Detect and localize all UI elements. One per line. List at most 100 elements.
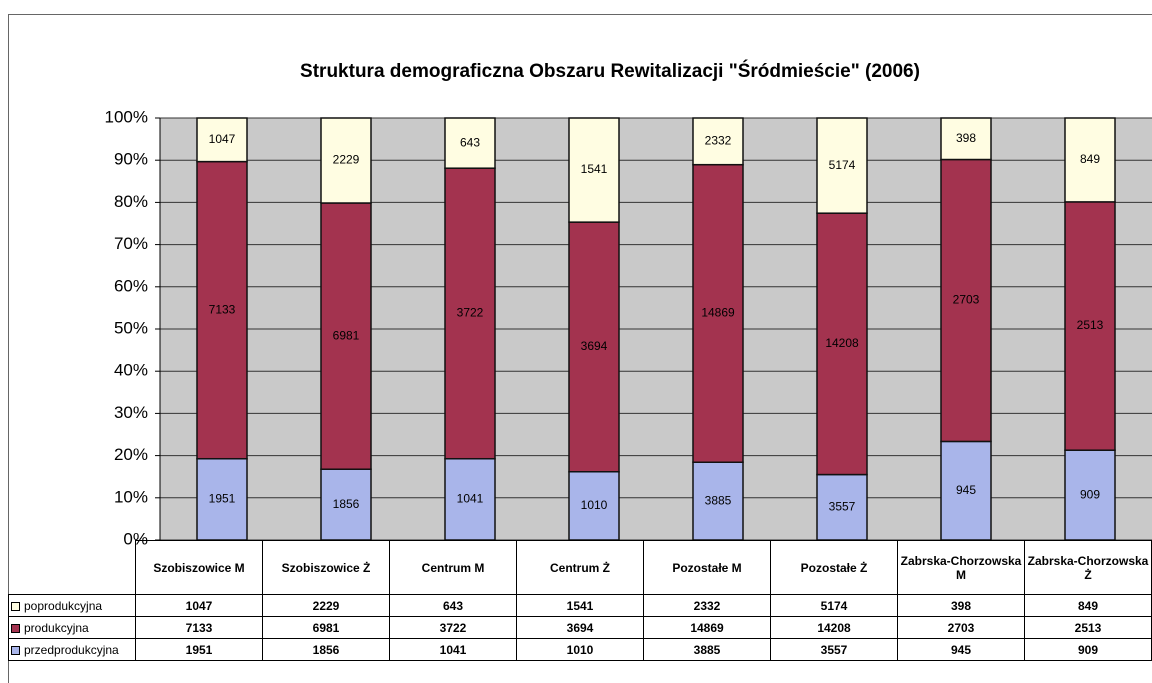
data-label: 398 [956,131,976,145]
data-label: 3722 [457,306,484,320]
data-label: 1010 [581,498,608,512]
category-label: Centrum Ż [516,540,644,595]
legend-swatch [11,623,20,633]
data-label: 14869 [701,306,735,320]
table-value: 2513 [1024,616,1152,639]
table-value: 1041 [389,638,517,661]
table-value: 2703 [897,616,1025,639]
table-row: poprodukcyjna 1047 2229 643 1541 2332 5174 398 8… [8,594,1152,617]
data-label: 945 [956,483,976,497]
bar-segment [196,160,248,460]
chart-title: Struktura demograficzna Obszaru Rewitali… [300,60,920,82]
y-tick-label: 10% [114,487,148,506]
table-corner [8,540,136,595]
table-value: 1010 [516,638,644,661]
table-header-row: Szobiszowice M Szobiszowice Ż Centrum M Cen… [8,540,1152,595]
data-label: 2513 [1077,318,1104,332]
legend-swatch [11,645,20,655]
bar-segment [692,163,744,463]
table-value: 909 [1024,638,1152,661]
category-label: Centrum M [389,540,517,595]
table-value: 3694 [516,616,644,639]
bar-segment [940,117,992,161]
bar-segment [320,468,372,541]
bar-segment [692,117,744,166]
table-value: 849 [1024,594,1152,617]
data-label: 14208 [825,336,859,350]
data-table: Szobiszowice M Szobiszowice Ż Centrum M Cen… [8,540,1152,661]
bar-segment [1064,449,1116,541]
table-value: 3885 [643,638,771,661]
legend-label: poprodukcyjna [24,598,103,613]
table-value: 3557 [770,638,898,661]
bar-segment [444,457,496,541]
data-label: 1541 [581,162,608,176]
y-tick-label: 80% [114,192,148,211]
data-label: 3557 [829,499,856,513]
legend-label: produkcyjna [24,620,89,635]
bar-segment [444,167,496,460]
data-label: 6981 [333,328,360,342]
data-label: 1951 [209,492,236,506]
bar-segment [196,117,248,163]
bar-segment [816,117,868,214]
table-value: 398 [897,594,1025,617]
legend-cell: produkcyjna [8,616,136,639]
y-tick-label: 50% [114,318,148,337]
legend-cell: poprodukcyjna [8,594,136,617]
table-value: 643 [389,594,517,617]
table-row: przedprodukcyjna 1951 1856 1041 1010 3885 3557… [8,638,1152,661]
table-value: 1951 [135,638,263,661]
data-label: 2332 [705,134,732,148]
table-value: 1047 [135,594,263,617]
table-value: 7133 [135,616,263,639]
legend-swatch [11,601,20,611]
bar-segment [816,212,868,476]
data-label: 3694 [581,339,608,353]
data-label: 3885 [705,493,732,507]
table-row: produkcyjna 7133 6981 3722 3694 14869 14208 270… [8,616,1152,639]
data-label: 643 [460,135,480,149]
table-value: 5174 [770,594,898,617]
category-label: Pozostałe Ż [770,540,898,595]
table-value: 6981 [262,616,390,639]
data-label: 1856 [333,497,360,511]
y-tick-label: 30% [114,403,148,422]
bar-segment [568,117,620,223]
table-value: 14208 [770,616,898,639]
table-value: 2332 [643,594,771,617]
table-value: 945 [897,638,1025,661]
bar-segment [444,117,496,169]
bar-segment [320,117,372,204]
data-label: 849 [1080,152,1100,166]
bar-segment [1064,117,1116,203]
data-label: 909 [1080,487,1100,501]
table-value: 1541 [516,594,644,617]
table-value: 2229 [262,594,390,617]
table-value: 3722 [389,616,517,639]
table-value: 14869 [643,616,771,639]
data-label: 2703 [953,293,980,307]
y-tick-label: 60% [114,276,148,295]
table-value: 1856 [262,638,390,661]
chart-frame [8,14,1152,683]
legend-cell: przedprodukcyjna [8,638,136,661]
y-tick-label: 70% [114,234,148,253]
y-tick-label: 100% [105,107,148,126]
legend-label: przedprodukcyjna [24,642,119,657]
data-label: 1047 [209,132,236,146]
y-tick-label: 90% [114,150,148,169]
bar-segment [1064,201,1116,451]
category-label: Szobiszowice M [135,540,263,595]
category-label: Pozostałe M [643,540,771,595]
data-label: 2229 [333,153,360,167]
category-label: Zabrska-Chorzowska M [897,540,1025,595]
data-label: 7133 [209,302,236,316]
bar-segment [568,221,620,473]
category-label: Szobiszowice Ż [262,540,390,595]
data-label: 5174 [829,158,856,172]
category-label: Zabrska-Chorzowska Ż [1024,540,1152,595]
y-tick-label: 40% [114,361,148,380]
